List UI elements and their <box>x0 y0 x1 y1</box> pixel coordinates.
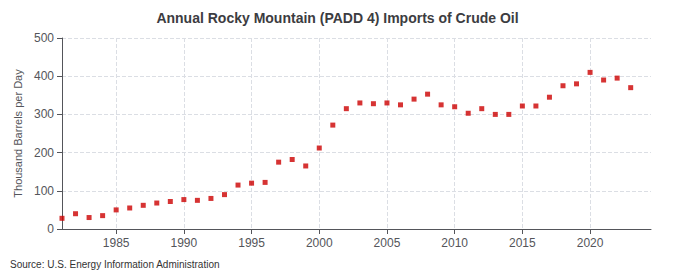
svg-text:2005: 2005 <box>374 236 401 250</box>
svg-text:1990: 1990 <box>171 236 198 250</box>
svg-text:500: 500 <box>34 31 54 45</box>
svg-text:2020: 2020 <box>577 236 604 250</box>
svg-text:300: 300 <box>34 107 54 121</box>
svg-text:2015: 2015 <box>509 236 536 250</box>
svg-text:400: 400 <box>34 69 54 83</box>
svg-text:Source: U.S. Energy Informatio: Source: U.S. Energy Information Administ… <box>10 259 220 270</box>
svg-text:2000: 2000 <box>306 236 333 250</box>
svg-text:Annual Rocky Mountain (PADD 4): Annual Rocky Mountain (PADD 4) Imports o… <box>156 10 518 26</box>
svg-text:200: 200 <box>34 146 54 160</box>
svg-text:100: 100 <box>34 184 54 198</box>
svg-text:1985: 1985 <box>103 236 130 250</box>
svg-text:0: 0 <box>47 222 54 236</box>
svg-text:2010: 2010 <box>441 236 468 250</box>
svg-text:Thousand Barrels per Day: Thousand Barrels per Day <box>12 69 24 198</box>
svg-text:1995: 1995 <box>238 236 265 250</box>
